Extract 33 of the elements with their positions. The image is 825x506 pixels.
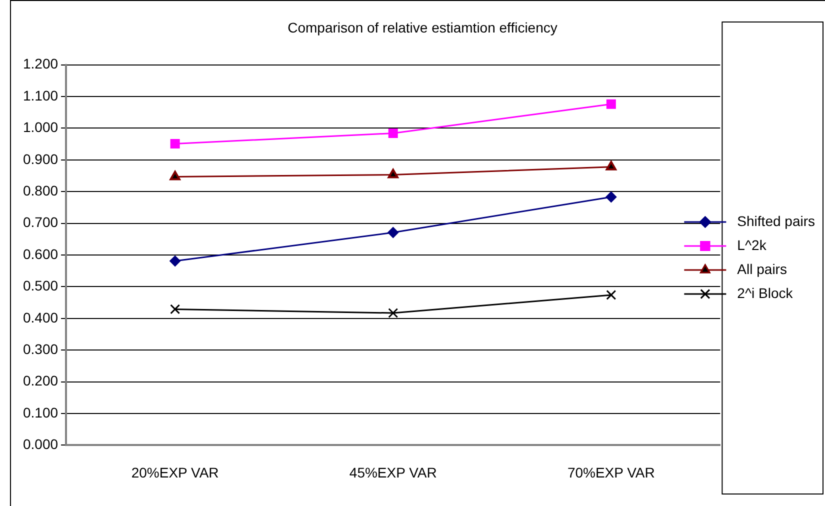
point xyxy=(606,191,617,202)
x-tick-label: 45%EXP VAR xyxy=(349,464,437,480)
y-tick-label: 0.200 xyxy=(22,372,58,389)
chart-title: Comparison of relative estiamtion efficiency xyxy=(288,19,558,36)
y-tick-label: 0.600 xyxy=(22,246,58,262)
point xyxy=(170,138,180,148)
legend-label: L^2k xyxy=(737,236,768,253)
y-tick-label: 0.900 xyxy=(22,150,58,167)
legend-label: Shifted pairs xyxy=(737,212,816,229)
point xyxy=(170,256,181,267)
y-tick-label: 0.300 xyxy=(22,340,58,357)
point xyxy=(606,99,616,109)
point xyxy=(388,128,398,138)
point xyxy=(388,308,398,318)
y-tick-label: 0.500 xyxy=(22,278,58,294)
y-tick-label: 1.200 xyxy=(22,56,58,72)
legend-label: 2^i Block xyxy=(737,284,794,301)
y-tick-label: 0.400 xyxy=(22,309,58,326)
y-tick-label: 0.700 xyxy=(22,214,58,230)
x-tick-label: 20%EXP VAR xyxy=(131,464,219,480)
point xyxy=(388,226,399,238)
point xyxy=(606,160,616,170)
point xyxy=(388,168,398,178)
point xyxy=(606,290,616,300)
y-tick-label: 0.100 xyxy=(22,404,58,420)
y-tick-label: 0.000 xyxy=(22,436,58,452)
point xyxy=(170,170,180,180)
x-tick-label: 70%EXP VAR xyxy=(567,464,655,480)
point xyxy=(170,304,180,314)
y-tick-label: 1.000 xyxy=(22,119,58,136)
y-tick-label: 0.800 xyxy=(22,182,58,198)
y-tick-label: 1.100 xyxy=(22,87,58,104)
legend-label: All pairs xyxy=(737,260,787,277)
